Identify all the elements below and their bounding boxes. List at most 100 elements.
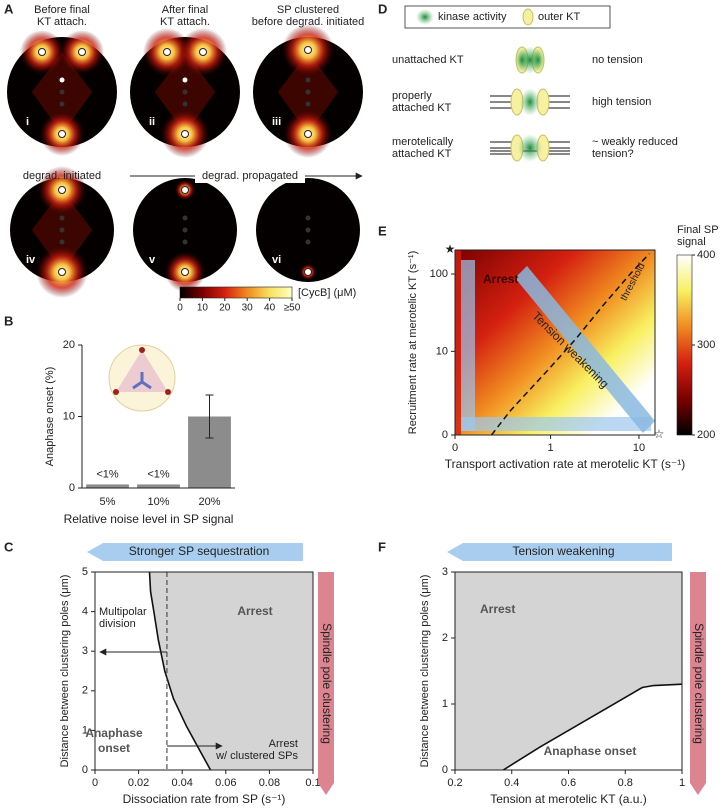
colorbar-label: signal bbox=[677, 236, 706, 248]
legend-label: outer KT bbox=[538, 11, 580, 23]
phase-boundary bbox=[148, 571, 212, 771]
bar bbox=[86, 484, 129, 488]
panel-label: A bbox=[4, 1, 14, 16]
center-dot bbox=[305, 77, 311, 83]
x-axis-label: Relative noise level in SP signal bbox=[64, 512, 234, 526]
condition-title: Before final bbox=[34, 4, 90, 16]
row-right: high tension bbox=[592, 96, 651, 108]
y-tick-label: 1 bbox=[442, 698, 448, 710]
row-left: properly bbox=[392, 90, 432, 102]
y-tick-label: 0 bbox=[82, 764, 88, 776]
panel-label: C bbox=[4, 539, 14, 554]
y-tick-label: 1 bbox=[82, 724, 88, 736]
colorbar-label: Final SP bbox=[677, 224, 719, 236]
row-left: unattached KT bbox=[392, 54, 464, 66]
x-tick-label: 0.06 bbox=[215, 777, 236, 789]
x-axis-label: Tension at merotelic KT (a.u.) bbox=[490, 792, 647, 806]
center-dot bbox=[305, 89, 311, 95]
kinase-activity bbox=[518, 134, 542, 162]
arrest-region bbox=[149, 572, 313, 770]
x-tick-label: 0.8 bbox=[618, 777, 633, 789]
y-tick-label: 4 bbox=[82, 606, 88, 618]
x-tick-label: 1 bbox=[679, 777, 685, 789]
center-dot bbox=[182, 227, 188, 233]
legend-kinase bbox=[416, 9, 434, 25]
kinetochore bbox=[163, 48, 171, 56]
panel-label: E bbox=[378, 223, 387, 238]
inset-pole bbox=[165, 389, 171, 395]
error-bar bbox=[205, 394, 214, 439]
center-dot bbox=[182, 89, 188, 95]
y-tick-label: 5 bbox=[82, 566, 88, 578]
center-dot bbox=[305, 227, 311, 233]
y-axis-label: Recruitment rate at merotelic KT (s⁻¹) bbox=[407, 251, 419, 434]
condition-title: before degrad. initiated bbox=[252, 16, 365, 28]
condition-title: KT attach. bbox=[37, 16, 87, 28]
x-tick-label: 1 bbox=[548, 442, 554, 454]
inset-pole bbox=[139, 347, 145, 353]
kinetochore bbox=[181, 268, 189, 276]
y-tick-label: 10 bbox=[63, 410, 75, 422]
arrest-region bbox=[455, 572, 682, 770]
colorbar-tick-label: 30 bbox=[242, 303, 254, 314]
legend-box bbox=[404, 5, 611, 29]
center-dot bbox=[182, 215, 188, 221]
colorbar-tick-label: ≥50 bbox=[284, 303, 301, 314]
star-marker: ★ bbox=[445, 242, 456, 256]
phase-label: degrad. initiated bbox=[23, 170, 101, 182]
y-tick-label: 2 bbox=[82, 685, 88, 697]
x-tick-label: 20% bbox=[198, 496, 220, 508]
side-banner-arrow bbox=[318, 572, 334, 795]
row-left: attached KT bbox=[392, 102, 452, 114]
side-banner-text: Spindle pole clustering bbox=[692, 623, 706, 744]
annotation: Arrest bbox=[269, 738, 298, 750]
region-label: Arrest bbox=[480, 602, 515, 616]
x-tick-label: 0.08 bbox=[259, 777, 280, 789]
kinetochore bbox=[38, 48, 46, 56]
colorbar-tick-label: 40 bbox=[264, 303, 276, 314]
condition-index: vi bbox=[272, 254, 281, 266]
x-tick-label: 0.2 bbox=[447, 777, 462, 789]
kinase-activity bbox=[515, 48, 529, 72]
condition-index: iv bbox=[26, 254, 36, 266]
condition-title: SP clustered bbox=[277, 4, 339, 16]
y-tick-label: 2 bbox=[442, 632, 448, 644]
center-dot bbox=[182, 101, 188, 107]
x-tick-label: 10 bbox=[633, 442, 645, 454]
y-tick-label: 3 bbox=[442, 566, 448, 578]
kinase-activity bbox=[531, 48, 545, 72]
inset-pole bbox=[113, 389, 119, 395]
x-tick-label: 0.02 bbox=[128, 777, 149, 789]
y-tick-label: 0 bbox=[69, 482, 75, 494]
overlay-arrow bbox=[461, 260, 475, 431]
x-tick-label: 0.6 bbox=[561, 777, 576, 789]
x-axis-label: Dissociation rate from SP (s⁻¹) bbox=[123, 792, 286, 806]
plot-frame bbox=[454, 249, 656, 436]
y-tick-label: 10 bbox=[436, 345, 448, 357]
overlay-arrow bbox=[461, 417, 651, 431]
y-axis-label: Distance between clustering poles (μm) bbox=[59, 575, 71, 768]
center-dot bbox=[59, 101, 65, 107]
kinetochore bbox=[58, 268, 66, 276]
row-right: tension? bbox=[592, 148, 634, 160]
kinetochore bbox=[304, 268, 312, 276]
y-axis-label: Distance between clustering poles (μm) bbox=[419, 575, 431, 768]
condition-index: v bbox=[149, 254, 156, 266]
condition-title: After final bbox=[162, 4, 208, 16]
row-left: attached KT bbox=[392, 148, 452, 160]
colorbar-tick-label: 10 bbox=[197, 303, 209, 314]
x-tick-label: 0 bbox=[452, 442, 458, 454]
y-tick-label: 100 bbox=[430, 268, 448, 280]
row-right: no tension bbox=[592, 54, 643, 66]
axes bbox=[81, 345, 235, 489]
value-label: <1% bbox=[96, 468, 119, 480]
center-dot bbox=[305, 215, 311, 221]
center-dot bbox=[59, 89, 65, 95]
heatmap-column bbox=[455, 250, 461, 435]
annotation: w/ clustered SPs bbox=[215, 750, 298, 762]
colorbar bbox=[676, 254, 693, 436]
center-dot bbox=[305, 101, 311, 107]
condition-index: iii bbox=[272, 116, 281, 128]
inset-spindle bbox=[116, 350, 168, 392]
